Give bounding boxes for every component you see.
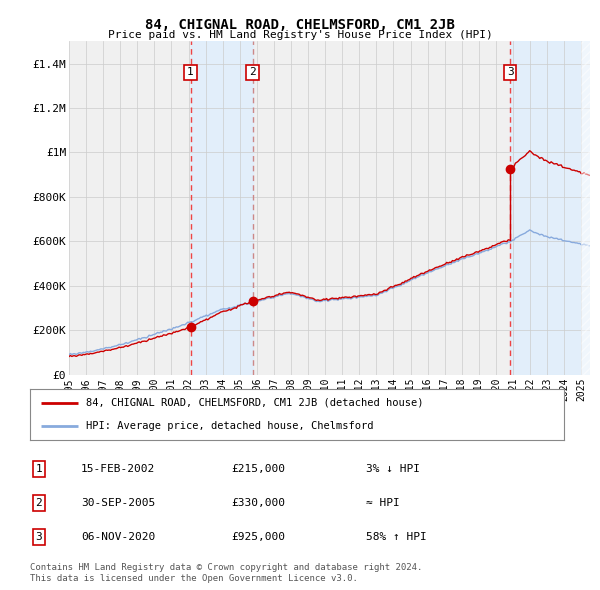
Text: £330,000: £330,000 bbox=[231, 498, 285, 507]
Text: 3: 3 bbox=[507, 67, 514, 77]
Text: 58% ↑ HPI: 58% ↑ HPI bbox=[366, 532, 427, 542]
Text: HPI: Average price, detached house, Chelmsford: HPI: Average price, detached house, Chel… bbox=[86, 421, 374, 431]
Text: 1: 1 bbox=[35, 464, 43, 474]
Text: 1: 1 bbox=[187, 67, 194, 77]
Text: £215,000: £215,000 bbox=[231, 464, 285, 474]
Text: 2: 2 bbox=[249, 67, 256, 77]
Bar bbox=[581, 41, 590, 375]
Text: ≈ HPI: ≈ HPI bbox=[366, 498, 400, 507]
Bar bbox=[191, 41, 253, 375]
Text: Contains HM Land Registry data © Crown copyright and database right 2024.: Contains HM Land Registry data © Crown c… bbox=[30, 563, 422, 572]
Text: 84, CHIGNAL ROAD, CHELMSFORD, CM1 2JB: 84, CHIGNAL ROAD, CHELMSFORD, CM1 2JB bbox=[145, 18, 455, 32]
Bar bbox=[510, 41, 590, 375]
Text: 3: 3 bbox=[35, 532, 43, 542]
Text: Price paid vs. HM Land Registry's House Price Index (HPI): Price paid vs. HM Land Registry's House … bbox=[107, 30, 493, 40]
Text: This data is licensed under the Open Government Licence v3.0.: This data is licensed under the Open Gov… bbox=[30, 574, 358, 583]
Text: £925,000: £925,000 bbox=[231, 532, 285, 542]
Text: 06-NOV-2020: 06-NOV-2020 bbox=[81, 532, 155, 542]
Text: 30-SEP-2005: 30-SEP-2005 bbox=[81, 498, 155, 507]
Text: 2: 2 bbox=[35, 498, 43, 507]
Text: 15-FEB-2002: 15-FEB-2002 bbox=[81, 464, 155, 474]
Text: 84, CHIGNAL ROAD, CHELMSFORD, CM1 2JB (detached house): 84, CHIGNAL ROAD, CHELMSFORD, CM1 2JB (d… bbox=[86, 398, 424, 408]
Text: 3% ↓ HPI: 3% ↓ HPI bbox=[366, 464, 420, 474]
